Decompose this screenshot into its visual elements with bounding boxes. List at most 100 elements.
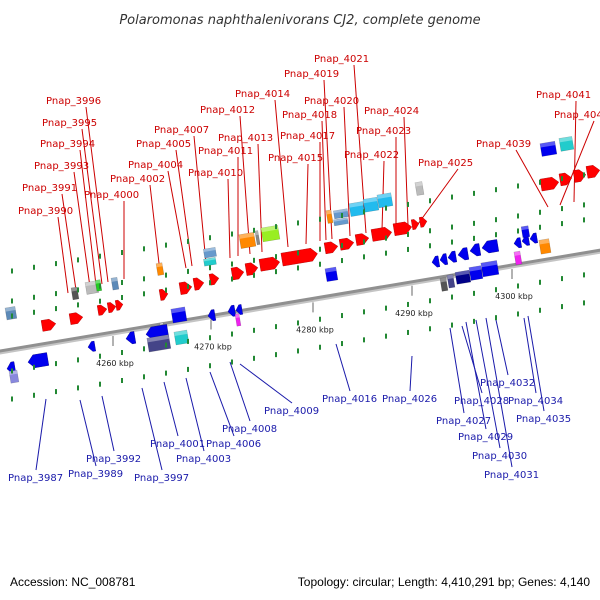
gene-label-pnap-3987: Pnap_3987	[8, 473, 63, 484]
leader-line-bottom	[527, 315, 545, 412]
gene-reverse-arrow	[431, 255, 441, 268]
track-dash	[121, 295, 123, 301]
gene-label-pnap-4029: Pnap_4029	[458, 432, 513, 443]
track-dash	[231, 331, 233, 337]
gene-forward-arrow	[370, 227, 393, 242]
leader-line-top	[321, 120, 327, 241]
track-dash	[319, 261, 321, 267]
leader-line-top	[61, 193, 77, 291]
gene-label-pnap-3991: Pnap_3991	[22, 183, 77, 194]
track-dash	[583, 202, 585, 208]
gene-box	[324, 266, 339, 282]
track-dash	[165, 370, 167, 376]
track-dash	[55, 361, 57, 367]
leader-line-top	[573, 100, 577, 203]
track-dash	[275, 352, 277, 358]
leader-line-bottom	[475, 319, 501, 449]
track-dash	[165, 272, 167, 278]
leader-line-top	[274, 99, 289, 248]
gene-box	[454, 269, 472, 285]
genome-summary-text: Topology: circular; Length: 4,410,291 bp…	[297, 575, 590, 589]
track-dash	[319, 246, 321, 252]
gene-forward-arrow	[258, 256, 281, 272]
track-dash	[165, 287, 167, 293]
track-dash	[99, 381, 101, 387]
track-dash	[121, 378, 123, 384]
gene-box	[513, 250, 523, 266]
track-dash	[11, 268, 13, 274]
gene-label-pnap-3990: Pnap_3990	[18, 206, 73, 217]
track-dash	[77, 287, 79, 293]
track-dash	[55, 291, 57, 297]
gene-label-pnap-3993: Pnap_3993	[34, 161, 89, 172]
track-dash	[451, 194, 453, 200]
gene-label-pnap-4034: Pnap_4034	[508, 396, 563, 407]
gene-box	[238, 232, 257, 249]
track-dash	[209, 363, 211, 369]
track-dash	[165, 242, 167, 248]
track-dash	[121, 280, 123, 286]
track-dash	[341, 341, 343, 347]
gene-box	[333, 217, 349, 227]
gene-box	[439, 277, 449, 292]
gene-label-pnap-4015: Pnap_4015	[268, 153, 323, 164]
track-dash	[539, 307, 541, 313]
track-dash	[33, 264, 35, 270]
track-dash	[385, 333, 387, 339]
gene-reverse-arrow	[27, 352, 50, 368]
gene-label-pnap-4030: Pnap_4030	[472, 451, 527, 462]
track-dash	[55, 306, 57, 312]
gene-box	[325, 209, 334, 224]
gene-box	[468, 265, 484, 281]
gene-forward-arrow	[106, 302, 117, 314]
track-dash	[517, 311, 519, 317]
tick-label: 4280 kbp	[296, 325, 334, 334]
gene-label-pnap-4027: Pnap_4027	[436, 416, 491, 427]
track-dash	[451, 294, 453, 300]
tick-label: 4290 kbp	[395, 309, 433, 318]
leader-line-bottom	[141, 387, 163, 471]
gene-box	[8, 369, 20, 384]
gene-forward-arrow	[585, 165, 600, 179]
gene-reverse-arrow	[513, 237, 522, 249]
track-dash	[407, 301, 409, 307]
track-dash	[33, 309, 35, 315]
track-dash	[297, 320, 299, 326]
track-dash	[209, 265, 211, 271]
track-dash	[275, 254, 277, 260]
gene-box	[70, 286, 80, 301]
tick-label: 4270 kbp	[194, 343, 232, 352]
gene-forward-arrow	[114, 299, 124, 311]
track-dash	[495, 217, 497, 223]
gene-labels: Pnap_3990 Pnap_3991 Pnap_3993 Pnap_3994 Pnap…	[8, 54, 600, 484]
track-dash	[363, 209, 365, 215]
gene-reverse-arrow	[227, 304, 237, 317]
track-dash	[187, 366, 189, 372]
track-dash	[231, 261, 233, 267]
gene-label-pnap-4007: Pnap_4007	[154, 125, 209, 136]
leader-line-top	[167, 170, 187, 269]
track-dash	[143, 276, 145, 282]
leader-line-top	[417, 168, 459, 225]
gene-forward-arrow	[244, 262, 259, 276]
gene-box	[348, 201, 366, 217]
leader-line-bottom	[35, 398, 47, 471]
track-dash	[429, 228, 431, 234]
track-dash	[319, 316, 321, 322]
track-dash	[297, 265, 299, 271]
leader-line-top	[515, 149, 549, 208]
track-dash	[429, 326, 431, 332]
leader-line-top	[149, 184, 161, 273]
track-dash	[363, 254, 365, 260]
leader-line-bottom	[335, 343, 351, 392]
gene-forward-arrow	[96, 304, 108, 316]
leader-line-top	[343, 106, 351, 237]
track-dash	[143, 291, 145, 297]
gene-forward-arrow	[323, 241, 339, 255]
gene-label-pnap-3992: Pnap_3992	[86, 454, 141, 465]
gene-label-pnap-4008: Pnap_4008	[222, 424, 277, 435]
gene-label-pnap-4017: Pnap_4017	[280, 131, 335, 142]
track-dash	[187, 268, 189, 274]
gene-forward-arrow	[192, 277, 205, 291]
gene-label-pnap-4032: Pnap_4032	[480, 378, 535, 389]
